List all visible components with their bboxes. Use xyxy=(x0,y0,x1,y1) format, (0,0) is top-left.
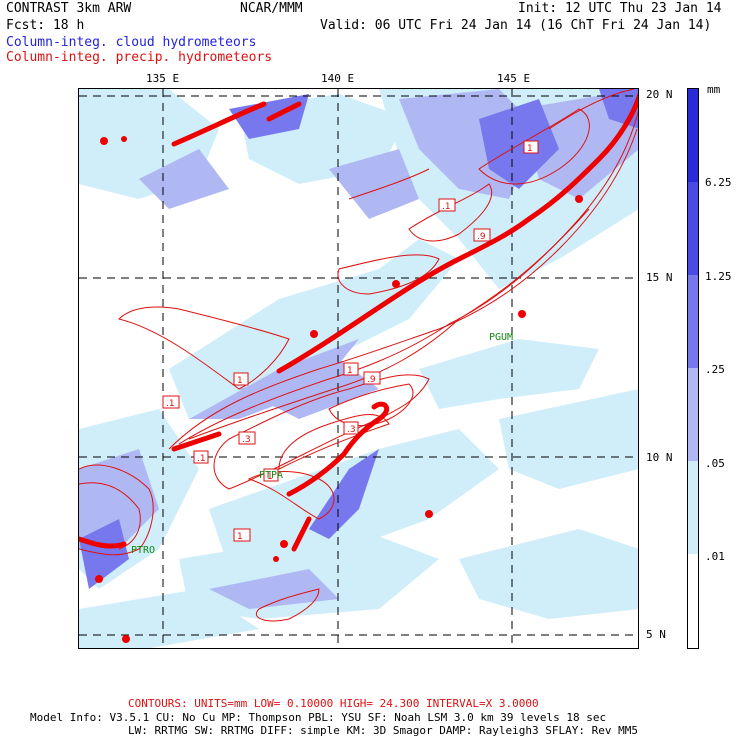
center-name: NCAR/MMM xyxy=(240,1,303,16)
station-pgum: PGUM xyxy=(489,332,514,343)
map-gridlines xyxy=(79,89,638,648)
legend-cloud: Column-integ. cloud hydrometeors xyxy=(6,35,257,50)
contour-label-boxes xyxy=(162,140,539,542)
colorbar-label: 6.25 xyxy=(705,176,732,189)
contour-label: .1 xyxy=(442,202,451,212)
contour-label: .3 xyxy=(242,435,251,445)
station-ptpa: PTPA xyxy=(259,470,284,481)
precip-cells xyxy=(95,136,583,643)
lat-label-5: 5 N xyxy=(646,628,666,641)
valid-time: Valid: 06 UTC Fri 24 Jan 14 (16 ChT Fri … xyxy=(320,18,712,33)
contour-label: 1 xyxy=(267,472,273,482)
lat-label-20: 20 N xyxy=(646,88,673,101)
contour-label: 1 xyxy=(347,366,353,376)
contour-label-texts: 1 1 .1 .9 .3 .1 .9 1 .1 1 1 .3 xyxy=(166,144,533,542)
colorbar-label: .25 xyxy=(705,363,725,376)
contour-label: .1 xyxy=(197,454,206,464)
colorbar-label: .01 xyxy=(705,550,725,563)
model-title: CONTRAST 3km ARW xyxy=(6,1,132,16)
colorbar-segment xyxy=(688,275,698,368)
colorbar-segment xyxy=(688,89,698,182)
colorbar-segment xyxy=(688,461,698,554)
contour-info: CONTOURS: UNITS=mm LOW= 0.10000 HIGH= 24… xyxy=(128,697,539,710)
map-panel: 1 1 .1 .9 .3 .1 .9 1 .1 1 1 .3 PGUM PTPA… xyxy=(78,88,639,649)
contour-label: 1 xyxy=(237,532,243,542)
model-info: Model Info: V3.5.1 CU: No Cu MP: Thompso… xyxy=(30,711,607,724)
lat-label-10: 10 N xyxy=(646,451,673,464)
init-time: Init: 12 UTC Thu 23 Jan 14 xyxy=(518,1,722,16)
contour-label: 1 xyxy=(237,376,243,386)
map-canvas: 1 1 .1 .9 .3 .1 .9 1 .1 1 1 .3 xyxy=(79,89,638,648)
colorbar-unit: mm xyxy=(707,83,721,96)
lat-label-15: 15 N xyxy=(646,271,673,284)
contour-label: .9 xyxy=(367,375,376,385)
colorbar xyxy=(687,88,699,649)
station-ptro: PTRO xyxy=(131,545,156,556)
lon-label-145: 145 E xyxy=(497,72,531,85)
model-info-2: LW: RRTMG SW: RRTMG DIFF: simple KM: 3D … xyxy=(128,724,638,737)
forecast-hour: Fcst: 18 h xyxy=(6,18,85,33)
precip-core xyxy=(79,92,638,552)
contour-label: .1 xyxy=(166,399,175,409)
contour-label: .3 xyxy=(347,425,356,435)
legend-precip: Column-integ. precip. hydrometeors xyxy=(6,50,273,65)
lon-label-140: 140 E xyxy=(321,72,355,85)
contour-label: .9 xyxy=(477,232,486,242)
colorbar-segment xyxy=(688,368,698,461)
colorbar-segment xyxy=(688,182,698,275)
contour-label: 1 xyxy=(527,144,533,154)
colorbar-label: 1.25 xyxy=(705,270,732,283)
colorbar-segment xyxy=(688,554,698,648)
lon-label-135: 135 E xyxy=(146,72,180,85)
colorbar-label: .05 xyxy=(705,457,725,470)
